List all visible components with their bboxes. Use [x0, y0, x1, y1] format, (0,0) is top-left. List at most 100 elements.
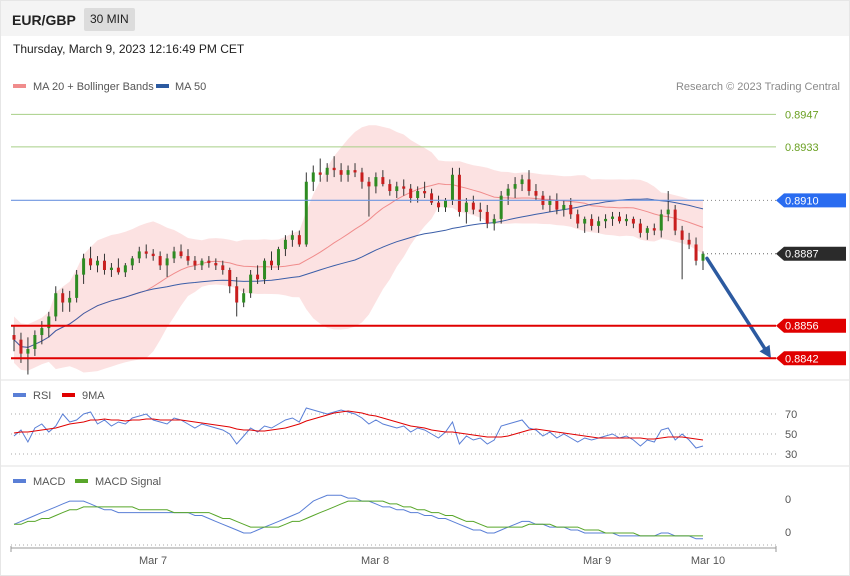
candle — [353, 170, 357, 173]
candle — [569, 204, 573, 215]
candle — [116, 267, 120, 273]
candle — [207, 260, 211, 264]
candle — [172, 251, 176, 259]
candle — [249, 274, 253, 294]
candle — [318, 172, 322, 175]
candle — [242, 293, 246, 303]
candle — [513, 184, 517, 189]
candle — [416, 191, 420, 198]
candle — [666, 209, 670, 215]
macd-plot: 00 — [11, 494, 791, 546]
candle — [235, 286, 239, 303]
candle — [54, 293, 58, 317]
candle — [179, 251, 183, 257]
candle — [443, 200, 447, 208]
candle — [450, 174, 454, 201]
legend-label-macd: MACD — [33, 476, 65, 488]
candle — [694, 244, 698, 261]
legend-label-macd-signal: MACD Signal — [95, 476, 161, 488]
candle — [339, 170, 343, 175]
rsi-level-label: 50 — [785, 429, 797, 441]
pivot-price-tag — [776, 193, 846, 208]
candle — [346, 170, 350, 175]
forecast-arrow-head — [759, 344, 771, 359]
candle — [423, 191, 427, 194]
candle — [381, 177, 385, 185]
price-levels: 0.8947 0.8933 0.8910 0.8887 0.8856 0.8842 — [11, 109, 846, 366]
candle — [68, 297, 72, 303]
candle — [200, 260, 204, 266]
candle — [374, 177, 378, 187]
candle — [263, 260, 267, 280]
rsi-plot: 70 50 30 — [11, 407, 797, 461]
candle — [631, 218, 635, 224]
candle — [464, 202, 468, 212]
candle — [165, 258, 169, 266]
support-price-tag — [776, 351, 846, 366]
support-price-tag — [776, 318, 846, 333]
candle — [61, 293, 65, 303]
support-label: 0.8842 — [785, 353, 819, 365]
candle — [402, 186, 406, 189]
candle — [645, 228, 649, 233]
candle — [276, 249, 280, 266]
candle — [47, 316, 51, 329]
candle — [471, 202, 475, 210]
ma50-line — [13, 198, 704, 348]
candle — [144, 251, 148, 254]
candle — [624, 218, 628, 222]
candle — [325, 167, 329, 175]
current-price-label: 0.8887 — [785, 249, 819, 261]
candle — [687, 239, 691, 245]
current-price-tag — [776, 246, 846, 261]
copyright-text: Research © 2023 Trading Central — [676, 81, 840, 93]
time-axis-ticks: Mar 7 Mar 8 Mar 9 Mar 10 — [10, 546, 777, 567]
rsi-level-label: 70 — [785, 409, 797, 421]
legend-swatch-macd — [13, 479, 26, 483]
candle — [297, 235, 301, 245]
candle — [367, 181, 371, 187]
candle — [499, 195, 503, 219]
candle — [680, 230, 684, 240]
candle — [89, 258, 93, 266]
candle — [506, 188, 510, 196]
candle — [638, 223, 642, 233]
candle — [96, 260, 100, 266]
candle — [485, 211, 489, 224]
candle — [137, 251, 141, 259]
legend-label-rsi: RSI — [33, 390, 51, 402]
candle — [576, 214, 580, 224]
candle — [19, 339, 23, 354]
candle — [652, 228, 656, 231]
candle — [109, 267, 113, 270]
rsi-level-label: 30 — [785, 449, 797, 461]
instrument-name: EUR/GBP — [12, 12, 76, 28]
candle — [151, 253, 155, 257]
candle — [534, 191, 538, 196]
candle — [478, 209, 482, 212]
time-tick-label: Mar 9 — [583, 555, 611, 567]
candle — [430, 193, 434, 203]
candle — [604, 218, 608, 222]
legend-label-ma50: MA 50 — [175, 81, 206, 93]
candle — [583, 218, 587, 224]
candle — [659, 214, 663, 231]
candle — [611, 216, 615, 219]
candle — [457, 174, 461, 212]
candle — [548, 200, 552, 205]
candle — [12, 335, 16, 340]
candle — [520, 179, 524, 185]
candle — [33, 335, 37, 349]
candle — [701, 253, 705, 261]
candle — [26, 348, 30, 354]
candle — [283, 239, 287, 250]
pivot-label: 0.8910 — [785, 195, 819, 207]
timeframe-badge[interactable]: 30 MIN — [84, 8, 135, 31]
time-tick-label: Mar 7 — [139, 555, 167, 567]
candle — [311, 172, 315, 182]
candle — [221, 265, 225, 270]
candle — [562, 204, 566, 210]
target-label: 0.8933 — [785, 142, 819, 154]
candle — [673, 209, 677, 231]
